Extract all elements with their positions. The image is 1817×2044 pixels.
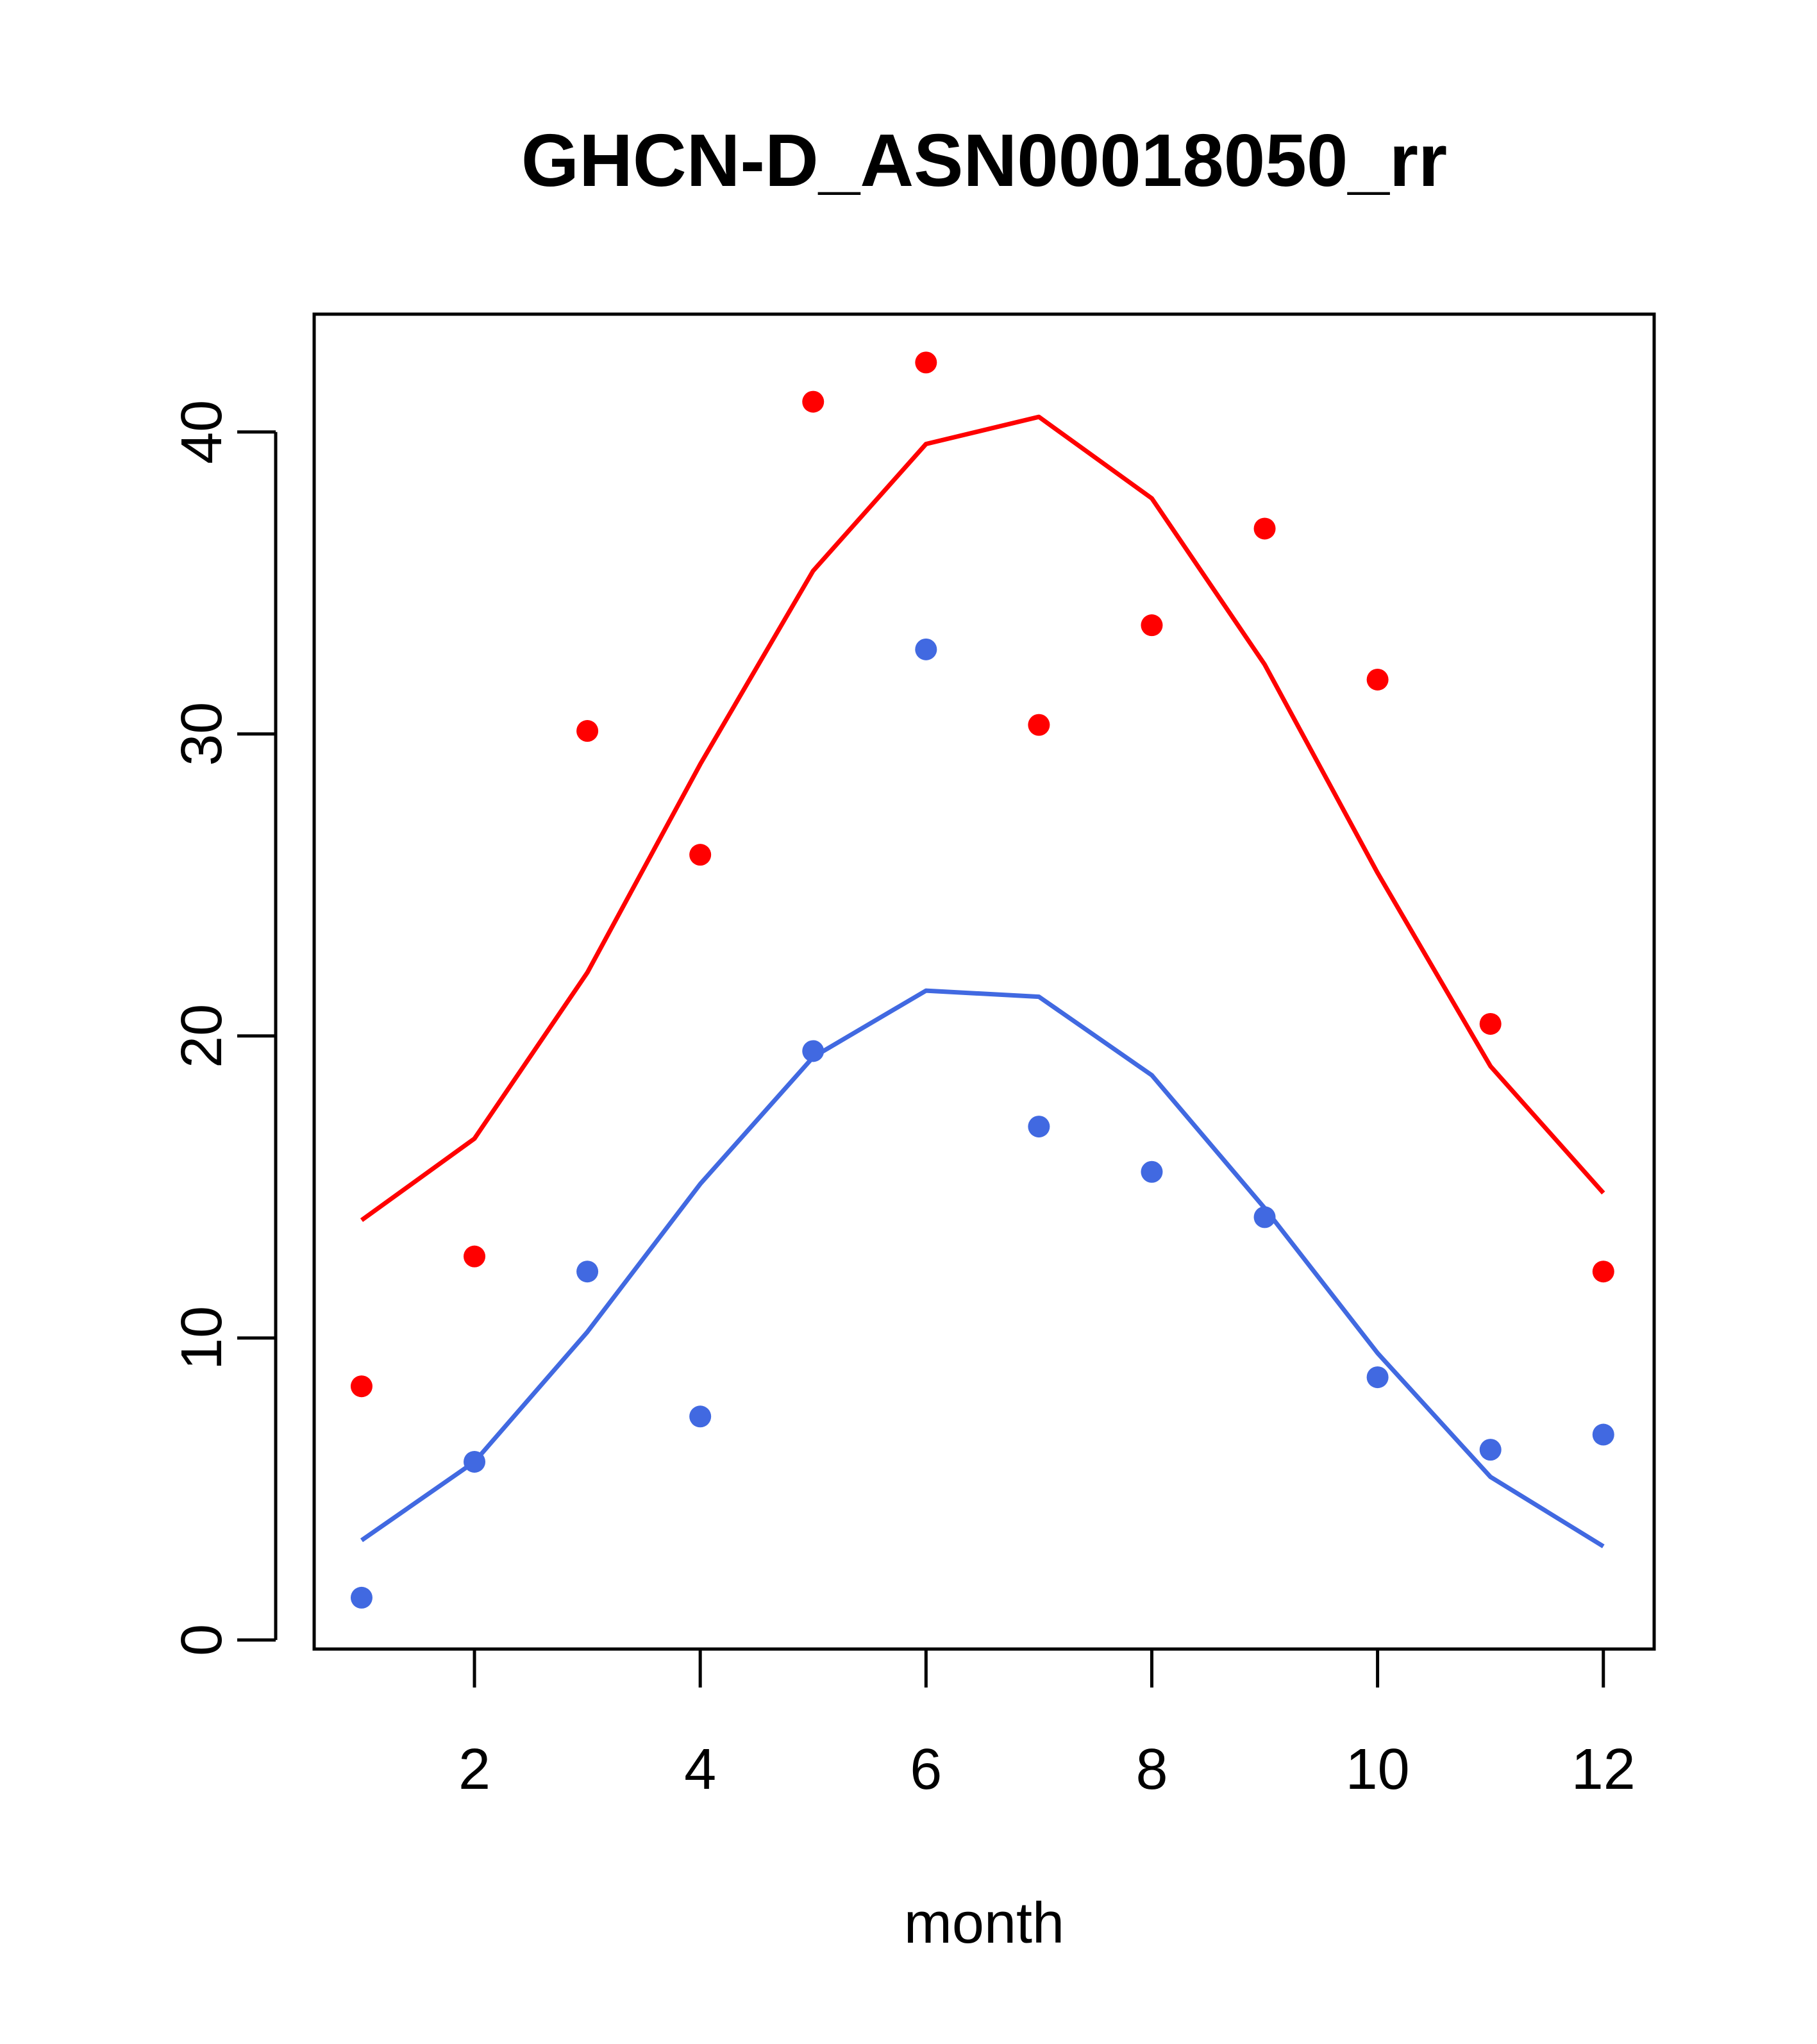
data-point	[1592, 1261, 1614, 1283]
x-tick-label: 2	[458, 1738, 490, 1802]
data-point	[1253, 1206, 1276, 1228]
data-point	[1028, 1116, 1050, 1138]
data-point	[1141, 1160, 1163, 1183]
data-point	[1028, 714, 1050, 736]
data-point	[576, 1261, 599, 1283]
x-tick-label: 10	[1346, 1738, 1410, 1802]
x-axis-label: month	[904, 1891, 1064, 1956]
data-point	[1141, 614, 1163, 637]
y-tick-label: 0	[170, 1624, 234, 1656]
x-tick-label: 8	[1135, 1738, 1168, 1802]
y-tick-label: 20	[170, 1004, 234, 1068]
data-point	[350, 1375, 373, 1398]
data-point	[802, 390, 825, 413]
data-point	[689, 1405, 712, 1428]
data-point	[915, 638, 937, 660]
data-point	[464, 1450, 486, 1473]
data-point	[350, 1586, 373, 1609]
x-axis: 2 4 6 8 10 12	[458, 1647, 1636, 1802]
y-tick-label: 40	[170, 400, 234, 464]
y-axis: 0 10 20 30 40	[170, 400, 278, 1656]
y-tick-label: 10	[170, 1306, 234, 1370]
data-point	[1479, 1439, 1502, 1461]
data-point	[1479, 1012, 1502, 1035]
x-tick-label: 4	[684, 1738, 716, 1802]
data-point	[1592, 1423, 1614, 1446]
x-tick-label: 12	[1571, 1738, 1636, 1802]
series-line-1	[360, 414, 1605, 1222]
data-point	[1253, 517, 1276, 540]
data-point	[576, 720, 599, 742]
chart-title: GHCN-D_ASN00018050_rr	[521, 119, 1447, 202]
y-tick-label: 30	[170, 702, 234, 766]
data-point	[915, 351, 937, 374]
x-tick-label: 6	[910, 1738, 942, 1802]
data-point	[802, 1040, 825, 1062]
series-layer	[350, 351, 1614, 1609]
data-point	[1366, 1366, 1389, 1389]
data-point	[689, 844, 712, 866]
data-point	[464, 1245, 486, 1268]
plot-frame	[312, 312, 1656, 1651]
data-point	[1366, 668, 1389, 691]
series-line-3	[360, 988, 1605, 1548]
